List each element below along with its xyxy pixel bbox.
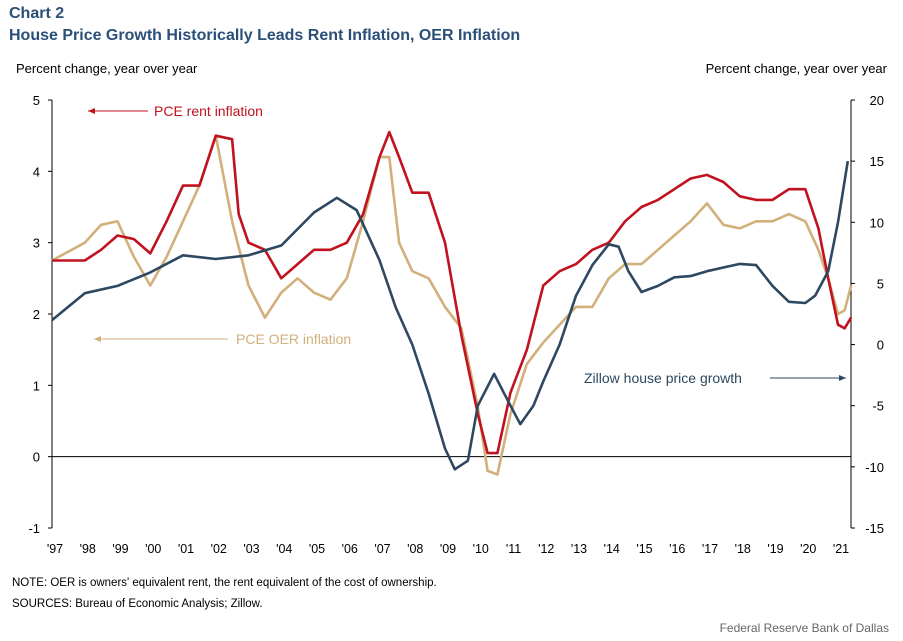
x-axis-tick-label: '10 [473,542,489,556]
x-axis-tick-label: '09 [440,542,456,556]
left-axis-tick-label: -1 [28,521,40,536]
right-axis-tick-label: 10 [870,215,884,230]
series-line-pce-rent-inflation [52,130,853,455]
left-axis-tick-label: 0 [33,450,40,465]
x-axis-tick-label: '99 [112,542,128,556]
x-axis-tick-label: '07 [374,542,390,556]
chart-number: Chart 2 [9,5,65,22]
x-axis-tick-label: '14 [604,542,620,556]
x-axis-tick-label: '13 [571,542,587,556]
right-axis-tick-label: 0 [877,338,884,353]
x-axis-tick-label: '19 [767,542,783,556]
series-line-pce-oer-inflation [51,134,853,476]
x-axis-tick-label: '04 [276,542,292,556]
arrowhead-icon [88,108,95,114]
x-axis-tick-label: '98 [80,542,96,556]
x-axis-tick-label: '21 [833,542,849,556]
arrowhead-icon [94,336,101,342]
sources-text: SOURCES: Bureau of Economic Analysis; Zi… [12,598,263,610]
annotation-label: PCE rent inflation [154,103,263,119]
right-axis-tick-label: -10 [865,460,884,475]
right-axis-tick-label: -15 [865,521,884,536]
chart-title: House Price Growth Historically Leads Re… [9,27,521,44]
x-axis-tick-label: '05 [309,542,325,556]
x-axis-tick-label: '08 [407,542,423,556]
x-axis-tick-label: '16 [669,542,685,556]
left-axis-tick-label: 5 [33,93,40,108]
x-axis-tick-label: '01 [178,542,194,556]
x-axis-tick-label: '02 [211,542,227,556]
left-axis-label: Percent change, year over year [16,61,198,76]
x-axis-tick-label: '12 [538,542,554,556]
left-axis-tick-label: 3 [33,236,40,251]
x-axis-tick-label: '17 [702,542,718,556]
left-axis-tick-label: 2 [33,307,40,322]
left-axis-tick-label: 4 [33,164,40,179]
right-axis-tick-label: 5 [877,276,884,291]
x-axis-tick-label: '06 [342,542,358,556]
right-axis-label: Percent change, year over year [705,61,887,76]
x-axis-tick-label: '03 [243,542,259,556]
right-axis-tick-label: -5 [872,399,884,414]
left-axis-tick-label: 1 [33,378,40,393]
arrowhead-icon [839,375,846,381]
x-axis-tick-label: '20 [800,542,816,556]
note-text: NOTE: OER is owners' equivalent rent, th… [12,577,437,589]
right-axis-tick-label: 15 [870,154,884,169]
credit-text: Federal Reserve Bank of Dallas [719,621,889,635]
x-axis-tick-label: '11 [506,542,521,556]
annotation-label: Zillow house price growth [584,370,742,386]
annotation-label: PCE OER inflation [236,331,351,347]
x-axis-tick-label: '97 [47,542,63,556]
x-axis-tick-label: '00 [145,542,161,556]
x-axis-tick-label: '15 [636,542,652,556]
right-axis-tick-label: 20 [870,93,884,108]
x-axis-tick-label: '18 [735,542,751,556]
series-line-zillow-house-price-growth [51,160,850,471]
